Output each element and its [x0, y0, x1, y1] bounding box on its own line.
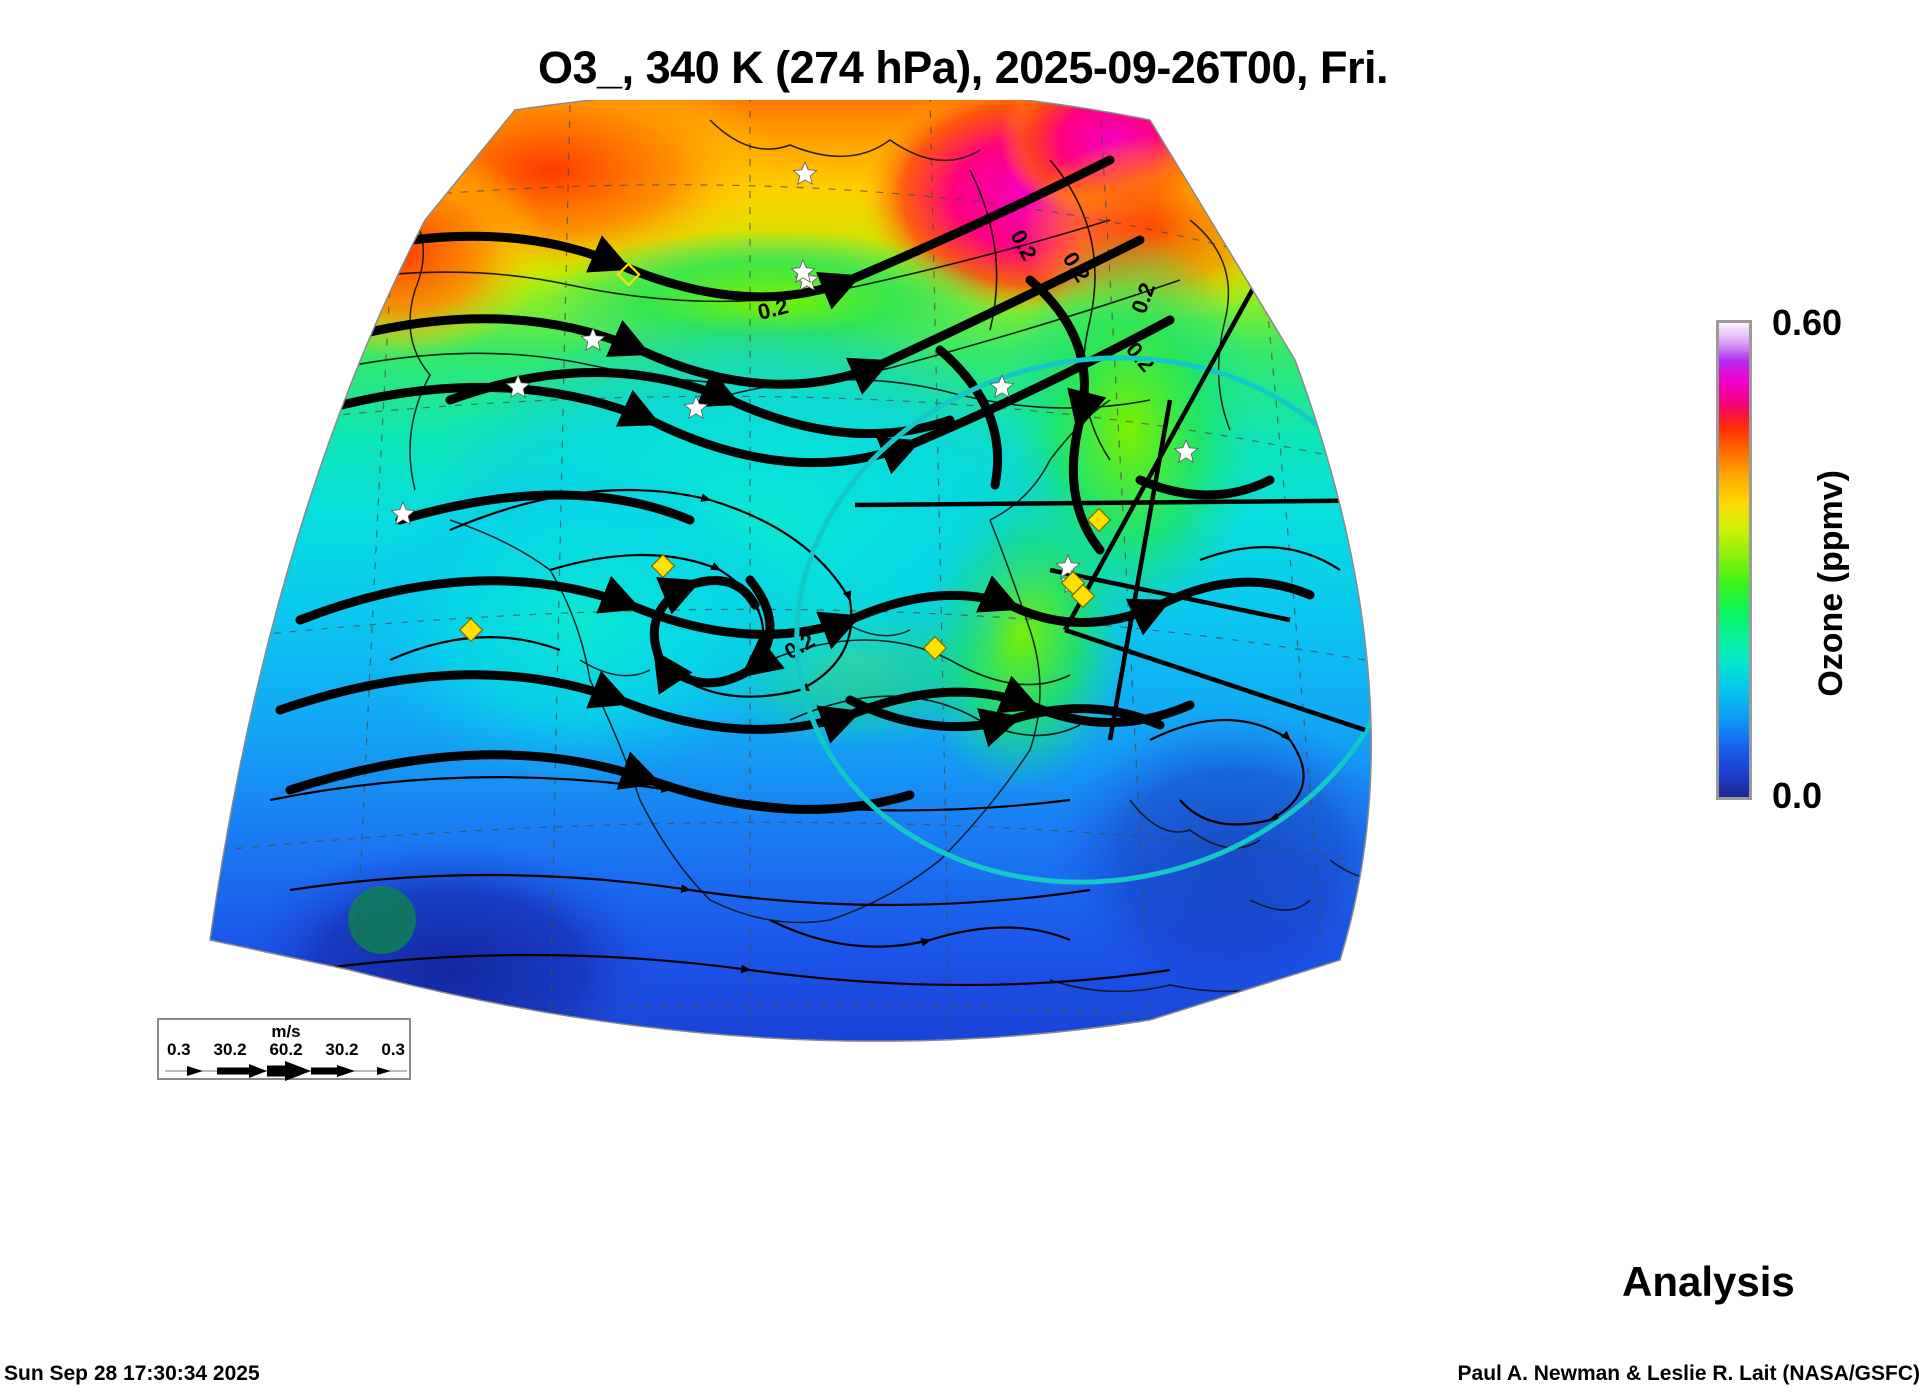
ozone-map-svg[interactable]: 0.2 0.2 0.2 0.2 0.2 0.2 — [150, 100, 1550, 1110]
page-title: O3_, 340 K (274 hPa), 2025-09-26T00, Fri… — [538, 42, 1388, 93]
wind-tick: 30.2 — [325, 1040, 359, 1059]
station-marker[interactable] — [1070, 583, 1096, 609]
satellite-orbit-track[interactable] — [748, 302, 1453, 937]
sonde-marker[interactable] — [790, 258, 816, 284]
generation-timestamp: Sun Sep 28 17:30:34 2025 — [4, 1362, 260, 1385]
station-marker[interactable] — [922, 635, 948, 661]
sonde-marker[interactable] — [1173, 438, 1199, 464]
sonde-marker[interactable] — [580, 326, 606, 352]
wind-tick: 0.3 — [167, 1040, 191, 1059]
station-marker[interactable] — [458, 617, 484, 643]
colorbar-axis-label: Ozone (ppmv) — [1812, 470, 1850, 697]
sonde-marker[interactable] — [792, 160, 818, 186]
credits: Paul A. Newman & Leslie R. Lait (NASA/GS… — [1457, 1362, 1920, 1385]
map-sector-border — [209, 100, 1372, 1042]
wind-tick-labels: 0.3 30.2 60.2 30.2 0.3 — [159, 1040, 413, 1059]
colorbar-gradient[interactable] — [1716, 320, 1752, 800]
wind-units-label: m/s — [271, 1022, 301, 1041]
wind-tick: 30.2 — [213, 1040, 247, 1059]
colorbar[interactable]: 0.60 0.0 Ozone (ppmv) — [1716, 302, 1926, 820]
wind-tick: 60.2 — [269, 1040, 303, 1059]
colorbar-max-label: 0.60 — [1772, 302, 1843, 343]
station-marker-group[interactable] — [458, 262, 1112, 661]
map-plot-area[interactable]: 0.2 0.2 0.2 0.2 0.2 0.2 — [150, 100, 1550, 1110]
ozone-field-layer: 0.2 0.2 0.2 0.2 0.2 0.2 — [210, 100, 1453, 1042]
sonde-marker[interactable] — [683, 394, 709, 420]
sonde-marker[interactable] — [989, 373, 1015, 399]
ozone-low-speck — [348, 886, 416, 954]
ozone-low-core-2 — [1050, 710, 1372, 1010]
station-marker[interactable] — [650, 553, 676, 579]
wind-tick: 0.3 — [381, 1040, 405, 1059]
wind-speed-legend: m/s 0.3 30.2 60.2 30.2 0.3 — [157, 1018, 413, 1081]
sonde-marker[interactable] — [390, 500, 416, 526]
station-marker[interactable] — [1086, 507, 1112, 533]
wind-arrow-scale — [165, 1061, 407, 1081]
station-marker-open[interactable] — [616, 262, 641, 287]
wind-jet-streamlines[interactable] — [255, 155, 1315, 814]
overpass-lines — [854, 283, 1372, 741]
colorbar-min-label: 0.0 — [1772, 775, 1823, 816]
analysis-badge: Analysis — [1622, 1258, 1795, 1305]
wind-streamlines-thin — [269, 488, 1341, 987]
sonde-marker[interactable] — [505, 373, 531, 399]
